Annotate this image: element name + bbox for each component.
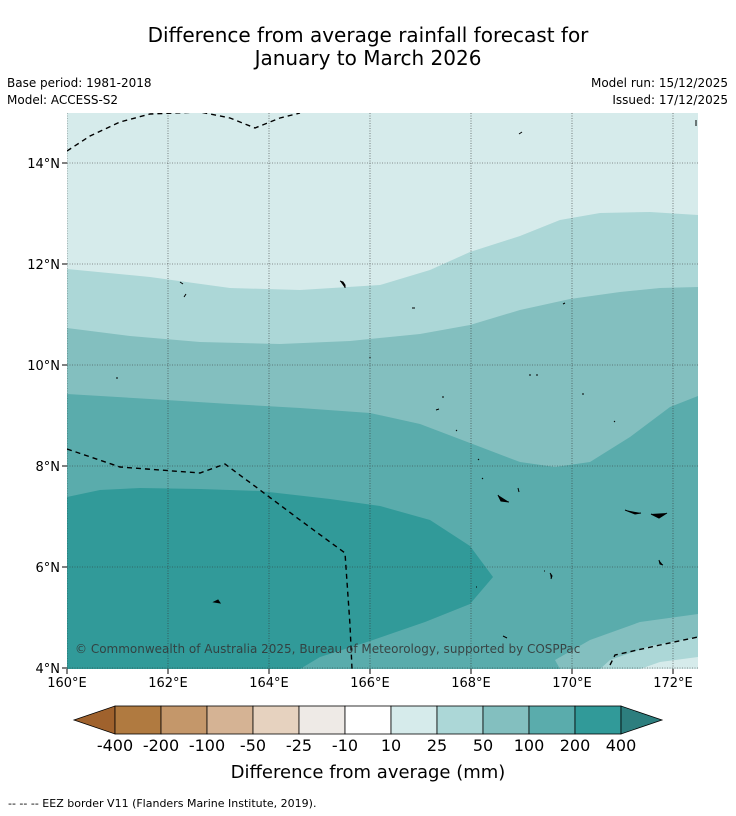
island <box>502 635 508 639</box>
island <box>435 408 440 411</box>
colorbar-swatch <box>298 705 346 735</box>
lon-label: 168°E <box>451 676 491 691</box>
lat-label: 14°N <box>27 157 60 172</box>
colorbar-swatch <box>574 705 622 735</box>
colorbar-label: 200 <box>559 736 591 755</box>
colorbar-swatch <box>436 705 484 735</box>
lon-label: 160°E <box>47 676 87 691</box>
island <box>497 487 520 503</box>
title-line-2: January to March 2026 <box>254 46 482 70</box>
copyright-text: © Commonwealth of Australia 2025, Bureau… <box>75 642 580 656</box>
colorbar-extend-low <box>72 705 116 735</box>
island <box>562 302 566 305</box>
lon-label: 166°E <box>350 676 390 691</box>
colorbar-swatch <box>482 705 530 735</box>
island <box>624 509 642 515</box>
island <box>183 293 187 298</box>
title-line-1: Difference from average rainfall forecas… <box>147 23 589 47</box>
colorbar-swatch <box>252 705 300 735</box>
colorbar-swatch <box>344 705 392 735</box>
island <box>549 572 553 580</box>
eez-legend-note: -- -- -- EEZ border V11 (Flanders Marine… <box>8 797 317 810</box>
colorbar <box>72 705 664 735</box>
lon-label: 162°E <box>148 676 188 691</box>
lat-label: 6°N <box>36 561 61 576</box>
colorbar-label: -25 <box>285 736 313 755</box>
colorbar-swatch <box>528 705 576 735</box>
island <box>658 559 664 566</box>
island <box>179 281 184 285</box>
lat-label: 10°N <box>27 359 60 374</box>
colorbar-label: -10 <box>331 736 359 755</box>
island <box>613 420 616 423</box>
islands <box>116 120 697 639</box>
model-name: Model: ACCESS-S2 <box>7 93 119 107</box>
lat-label: 8°N <box>36 460 61 475</box>
issued-date: Issued: 17/12/2025 <box>612 93 728 107</box>
lat-ticks <box>62 162 67 669</box>
eez-border-central <box>67 448 353 669</box>
island <box>650 512 668 519</box>
island <box>481 477 484 480</box>
island <box>477 458 480 461</box>
island <box>339 280 346 288</box>
band-200-400 <box>67 488 493 669</box>
eez-borders <box>67 113 698 669</box>
lat-label: 12°N <box>27 258 60 273</box>
lon-label: 164°E <box>249 676 289 691</box>
eez-border-north <box>67 113 301 152</box>
colorbar-swatch <box>160 705 208 735</box>
colorbar-label: 100 <box>513 736 545 755</box>
island <box>212 599 222 604</box>
base-period: Base period: 1981-2018 <box>7 76 152 90</box>
colorbar-label: 10 <box>380 736 402 755</box>
colorbar-title: Difference from average (mm) <box>230 762 506 783</box>
lon-label: 170°E <box>552 676 592 691</box>
colorbar-swatch <box>206 705 254 735</box>
lat-label: 4°N <box>36 662 61 677</box>
gridlines <box>67 113 698 669</box>
colorbar-label: -100 <box>188 736 226 755</box>
colorbar-swatch <box>390 705 438 735</box>
colorbar-label: 25 <box>426 736 448 755</box>
eez-border-southeast <box>609 636 698 666</box>
colorbar-swatch <box>114 705 162 735</box>
island <box>455 429 458 432</box>
colorbar-label: -400 <box>96 736 134 755</box>
colorbar-label: -50 <box>239 736 267 755</box>
island <box>518 131 523 135</box>
model-run: Model run: 15/12/2025 <box>590 76 728 90</box>
colorbar-label: 50 <box>472 736 494 755</box>
colorbar-label: 400 <box>605 736 637 755</box>
colorbar-extend-high <box>620 705 664 735</box>
lon-label: 172°E <box>653 676 693 691</box>
band-10-25-lower <box>640 657 698 669</box>
colorbar-label: -200 <box>142 736 180 755</box>
lon-ticks <box>66 669 674 674</box>
